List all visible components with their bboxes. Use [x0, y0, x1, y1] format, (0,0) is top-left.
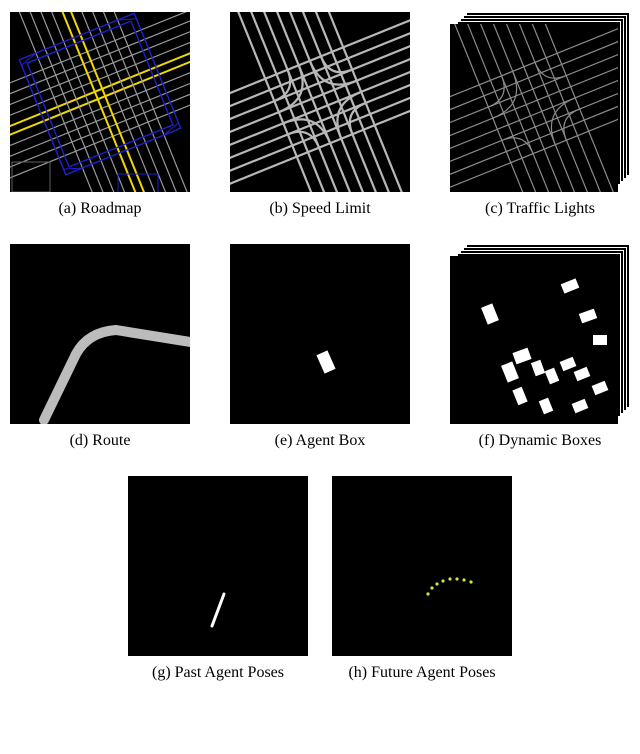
caption-dynamic-boxes: (f) Dynamic Boxes [479, 432, 602, 450]
caption-agent-box: (e) Agent Box [275, 432, 366, 450]
figure-row-2: (d) Route (e) Agent Box [10, 244, 630, 450]
figure-row-1: (a) Roadmap [10, 12, 630, 218]
caption-roadmap: (a) Roadmap [58, 200, 141, 218]
caption-past-poses: (g) Past Agent Poses [152, 664, 284, 682]
speed-limit-svg [230, 12, 410, 192]
dynamic-boxes-svg [450, 256, 618, 424]
past-poses-tile [128, 476, 308, 656]
route-tile [10, 244, 190, 424]
panel-speed-limit: (b) Speed Limit [230, 12, 410, 218]
panel-past-poses: (g) Past Agent Poses [128, 476, 308, 682]
caption-traffic-lights: (c) Traffic Lights [485, 200, 595, 218]
panel-future-poses: (h) Future Agent Poses [332, 476, 512, 682]
route-svg [10, 244, 190, 424]
roadmap-svg [10, 12, 190, 192]
traffic-lights-svg [450, 24, 618, 192]
agent-box-svg [230, 244, 410, 424]
roadmap-tile [10, 12, 190, 192]
agent-box-tile [230, 244, 410, 424]
traffic-lights-stack [450, 12, 630, 192]
panel-route: (d) Route [10, 244, 190, 450]
panel-roadmap: (a) Roadmap [10, 12, 190, 218]
caption-speed-limit: (b) Speed Limit [269, 200, 370, 218]
panel-agent-box: (e) Agent Box [230, 244, 410, 450]
figure-row-3: (g) Past Agent Poses (h) Future Agent Po… [10, 476, 630, 682]
dynamic-boxes-stack [450, 244, 630, 424]
panel-traffic-lights: (c) Traffic Lights [450, 12, 630, 218]
caption-route: (d) Route [70, 432, 131, 450]
panel-dynamic-boxes: (f) Dynamic Boxes [450, 244, 630, 450]
past-poses-svg [128, 476, 308, 656]
caption-future-poses: (h) Future Agent Poses [348, 664, 495, 682]
future-poses-svg [332, 476, 512, 656]
speed-limit-tile [230, 12, 410, 192]
future-poses-tile [332, 476, 512, 656]
